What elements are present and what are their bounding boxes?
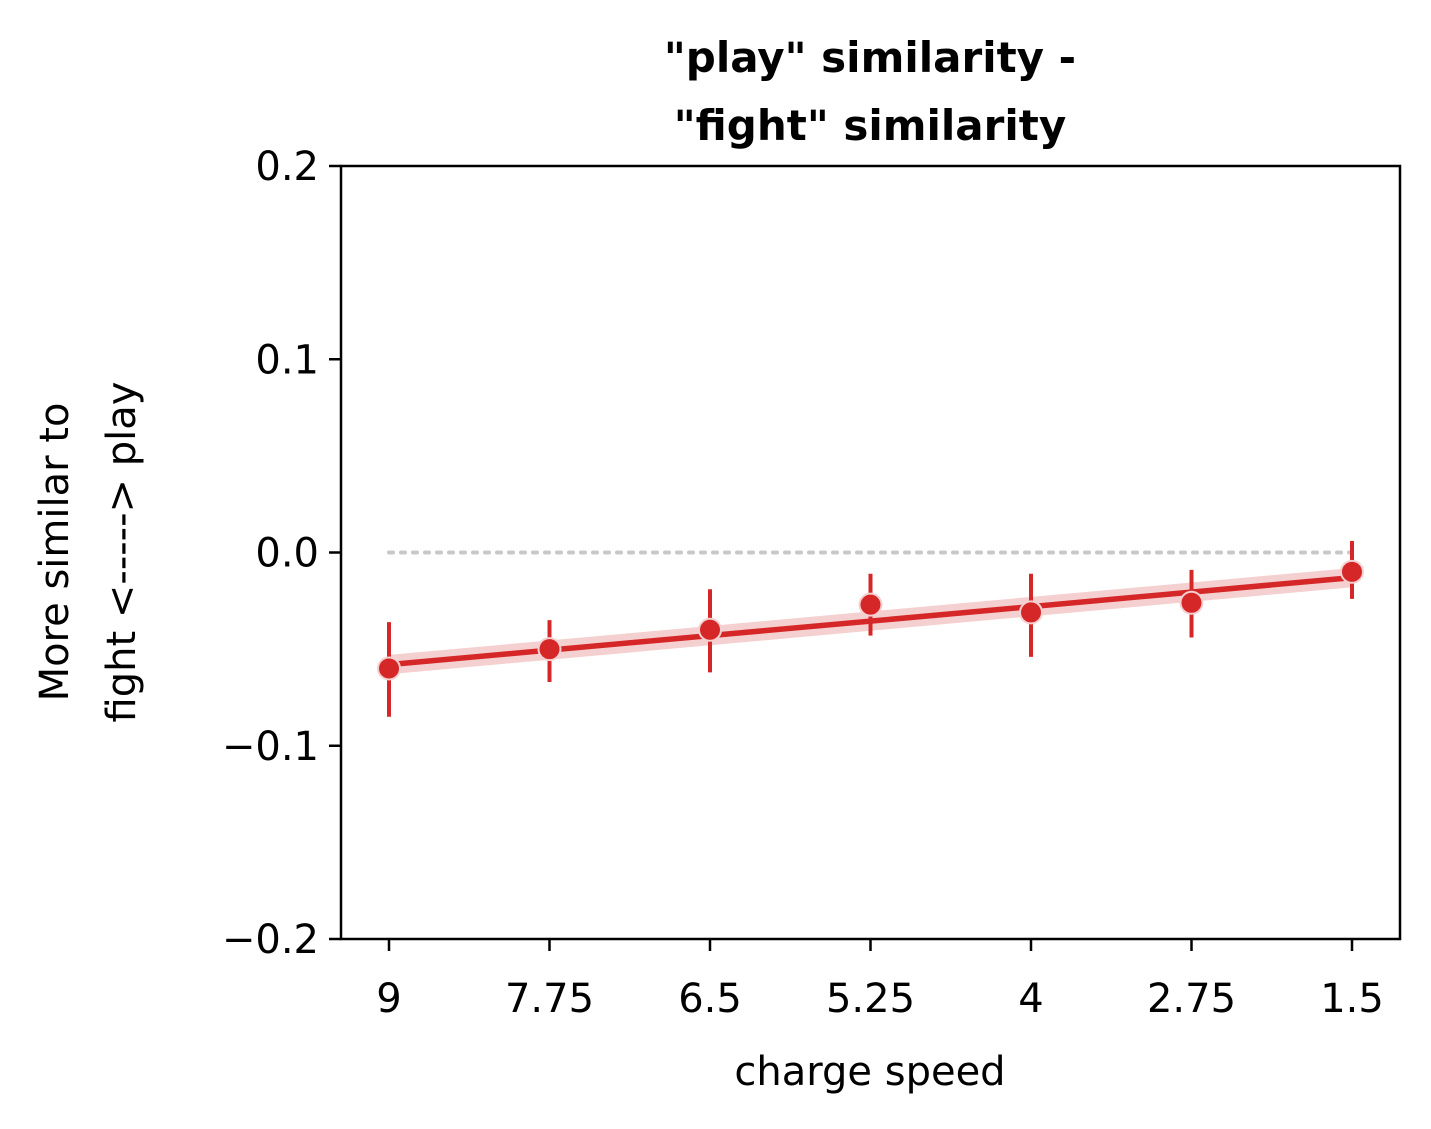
x-tick-label-4: 4 — [1018, 976, 1043, 1022]
y-tick-label-4: −0.2 — [222, 917, 319, 963]
y-tick-label-0: 0.2 — [255, 144, 319, 190]
x-tick-label-5: 2.75 — [1147, 976, 1236, 1022]
data-point-6 — [1340, 559, 1364, 584]
chart-title-line-1: "play" similarity - — [664, 33, 1076, 82]
x-axis: 9 7.75 6.5 5.25 4 2.75 1.5 — [376, 939, 1384, 1022]
data-point-5 — [1179, 590, 1204, 615]
x-tick-label-1: 7.75 — [505, 976, 594, 1022]
x-tick-label-6: 1.5 — [1320, 976, 1384, 1022]
data-point-3 — [858, 592, 883, 617]
y-tick-label-3: −0.1 — [222, 724, 319, 770]
x-tick-label-2: 6.5 — [678, 976, 742, 1022]
x-axis-label: charge speed — [734, 1049, 1005, 1095]
data-point-1 — [537, 637, 562, 662]
y-tick-label-2: 0.0 — [255, 531, 319, 577]
data-point-4 — [1019, 600, 1043, 625]
data-point-2 — [698, 617, 722, 642]
data-point-0 — [377, 656, 401, 681]
y-axis: 0.2 0.1 0.0 −0.1 −0.2 — [222, 144, 341, 963]
y-axis-label-line-2: fight <-----> play — [99, 382, 145, 723]
y-tick-label-1: 0.1 — [255, 337, 319, 383]
plot-area — [377, 540, 1364, 717]
chart-title-line-2: "fight" similarity — [674, 101, 1066, 150]
x-tick-label-0: 9 — [376, 976, 401, 1022]
y-axis-label-line-1: More similar to — [32, 403, 78, 702]
x-tick-label-3: 5.25 — [826, 976, 915, 1022]
